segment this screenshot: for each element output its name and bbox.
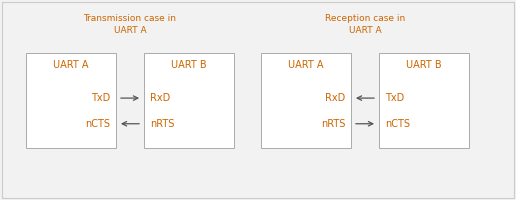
Text: nCTS: nCTS — [85, 119, 110, 129]
Text: Transmission case in
UART A: Transmission case in UART A — [84, 14, 176, 35]
Text: nCTS: nCTS — [385, 119, 410, 129]
Text: nRTS: nRTS — [320, 119, 345, 129]
Bar — [144, 52, 234, 148]
Text: RxD: RxD — [150, 93, 170, 103]
Text: Reception case in
UART A: Reception case in UART A — [325, 14, 405, 35]
Text: TxD: TxD — [385, 93, 404, 103]
Bar — [26, 52, 116, 148]
Bar — [261, 52, 351, 148]
Text: UART B: UART B — [406, 60, 442, 70]
Text: UART B: UART B — [171, 60, 207, 70]
Bar — [379, 52, 469, 148]
Text: UART A: UART A — [288, 60, 324, 70]
Text: UART A: UART A — [53, 60, 89, 70]
Text: TxD: TxD — [91, 93, 110, 103]
Text: RxD: RxD — [325, 93, 345, 103]
Text: nRTS: nRTS — [150, 119, 174, 129]
